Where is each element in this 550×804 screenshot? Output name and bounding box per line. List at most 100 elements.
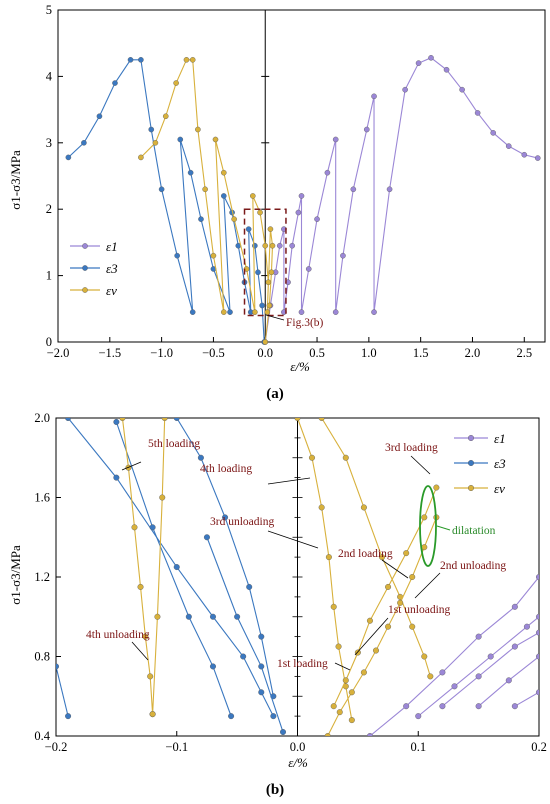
- data-point-a: [162, 113, 169, 120]
- x-tick-label-b: −0.2: [45, 740, 68, 754]
- data-point-a: [265, 279, 272, 286]
- data-point-b: [173, 418, 180, 421]
- data-point-b: [385, 583, 392, 590]
- data-point-b: [511, 703, 518, 710]
- data-point-a: [371, 93, 377, 100]
- svg-text:σ1-σ3/MPa: σ1-σ3/MPa: [8, 150, 23, 210]
- annotation-label-b: 2nd loading: [338, 548, 393, 560]
- series-line-b: [327, 517, 437, 736]
- data-point-a: [340, 252, 346, 259]
- data-point-b: [366, 617, 373, 624]
- data-point-a: [220, 193, 227, 199]
- annotations-b: 5th loading 4th loading 3rd loading 3rd unl…: [86, 438, 506, 671]
- data-point-b: [113, 418, 120, 425]
- data-point-b: [185, 613, 192, 620]
- data-point-a: [252, 242, 258, 249]
- series-line-b: [56, 666, 69, 717]
- data-point-b: [487, 653, 494, 660]
- y-tick-label-a: 0: [46, 335, 52, 349]
- data-point-a: [210, 252, 217, 259]
- data-point-a: [363, 126, 370, 133]
- data-point-a: [534, 155, 541, 161]
- annotation-arrow-b: [414, 572, 441, 599]
- x-tick-label-a: −1.0: [150, 346, 173, 360]
- legend-a: ε1 ε3 εv: [70, 239, 118, 298]
- annotation-arrow-b: [354, 617, 389, 656]
- x-tick-label-b: 0.2: [531, 740, 547, 754]
- data-point-b: [240, 653, 247, 660]
- legend-marker-b: [468, 485, 475, 492]
- data-point-b: [475, 703, 482, 710]
- series-line-b: [514, 691, 539, 707]
- data-point-b: [536, 689, 539, 696]
- data-point-a: [152, 139, 159, 146]
- data-point-b: [318, 418, 325, 421]
- data-point-a: [350, 186, 357, 193]
- data-point-b: [154, 613, 161, 620]
- dilatation-arrow: [436, 525, 451, 531]
- data-point-b: [209, 663, 216, 670]
- annotation-label-b: 3rd loading: [385, 442, 438, 454]
- series-line-b: [321, 418, 431, 677]
- y-tick-label-a: 4: [46, 69, 53, 83]
- data-point-b: [372, 647, 379, 654]
- data-point-b: [536, 653, 539, 660]
- annotation-arrow-b: [410, 455, 431, 475]
- annotation-label-b: 2nd unloading: [440, 560, 506, 572]
- data-point-b: [258, 663, 265, 670]
- y-tick-label-a: 3: [46, 136, 52, 150]
- legend-marker-a: [82, 243, 88, 249]
- panel-b: −0.2 −0.1 0.0 0.1 0.2 0.4 0.8 1.2 1.6 2.0 5th loa…: [8, 411, 547, 798]
- data-point-a: [148, 126, 155, 133]
- data-point-b: [523, 623, 530, 630]
- data-point-b: [536, 574, 539, 580]
- data-point-b: [360, 669, 367, 676]
- data-point-a: [249, 193, 256, 199]
- inset-region-box: [243, 208, 287, 317]
- data-point-b: [228, 713, 235, 720]
- data-point-a: [269, 242, 276, 249]
- data-point-b: [342, 677, 349, 684]
- panel-caption-b: (b): [266, 782, 284, 798]
- data-point-b: [421, 514, 428, 521]
- legend-label-a: ε3: [106, 261, 118, 276]
- series-line-a: [67, 59, 265, 343]
- y-tick-label-b: 1.6: [34, 491, 50, 505]
- data-point-b: [409, 623, 416, 630]
- data-point-b: [330, 603, 337, 610]
- data-point-a: [428, 55, 434, 61]
- data-point-b: [421, 653, 428, 660]
- data-point-a: [415, 60, 422, 66]
- data-point-a: [220, 169, 227, 176]
- data-point-b: [149, 524, 156, 531]
- data-point-b: [318, 504, 325, 511]
- data-point-b: [403, 703, 410, 710]
- data-point-b: [505, 677, 512, 684]
- data-point-a: [65, 154, 72, 161]
- x-axis-label-b: ε/%: [288, 755, 308, 770]
- data-point-a: [195, 126, 201, 133]
- dilatation-ellipse: [419, 485, 437, 567]
- series-line-b: [206, 537, 284, 733]
- data-point-b: [65, 713, 72, 720]
- series-line-b: [152, 418, 166, 715]
- data-point-a: [259, 302, 265, 309]
- x-tick-label-a: 1.0: [361, 346, 377, 360]
- data-point-b: [56, 663, 59, 670]
- axis-ticks-b: −0.2 −0.1 0.0 0.1 0.2 0.4 0.8 1.2 1.6 2.0: [34, 411, 546, 754]
- data-point-b: [433, 484, 440, 491]
- data-point-a: [262, 242, 269, 249]
- data-point-b: [137, 583, 144, 590]
- data-point-b: [147, 673, 154, 680]
- data-point-b: [403, 550, 410, 557]
- data-point-a: [252, 309, 258, 315]
- data-point-a: [227, 309, 233, 315]
- data-point-b: [308, 454, 315, 461]
- data-point-a: [289, 242, 295, 249]
- data-point-b: [65, 418, 72, 421]
- annotation-arrow-b: [381, 559, 409, 579]
- data-point-a: [505, 143, 512, 149]
- data-point-a: [264, 309, 271, 315]
- data-point-b: [119, 418, 126, 421]
- x-axis-label-a: ε/%: [290, 359, 310, 374]
